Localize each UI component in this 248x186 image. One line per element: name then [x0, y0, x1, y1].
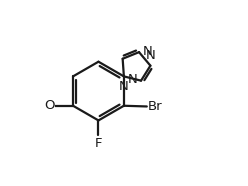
Text: N: N [119, 80, 129, 93]
Text: F: F [95, 137, 102, 150]
Text: Br: Br [148, 100, 163, 113]
Text: N: N [128, 73, 137, 86]
Text: N: N [143, 45, 153, 58]
Text: O: O [44, 99, 55, 112]
Text: N: N [146, 49, 155, 62]
